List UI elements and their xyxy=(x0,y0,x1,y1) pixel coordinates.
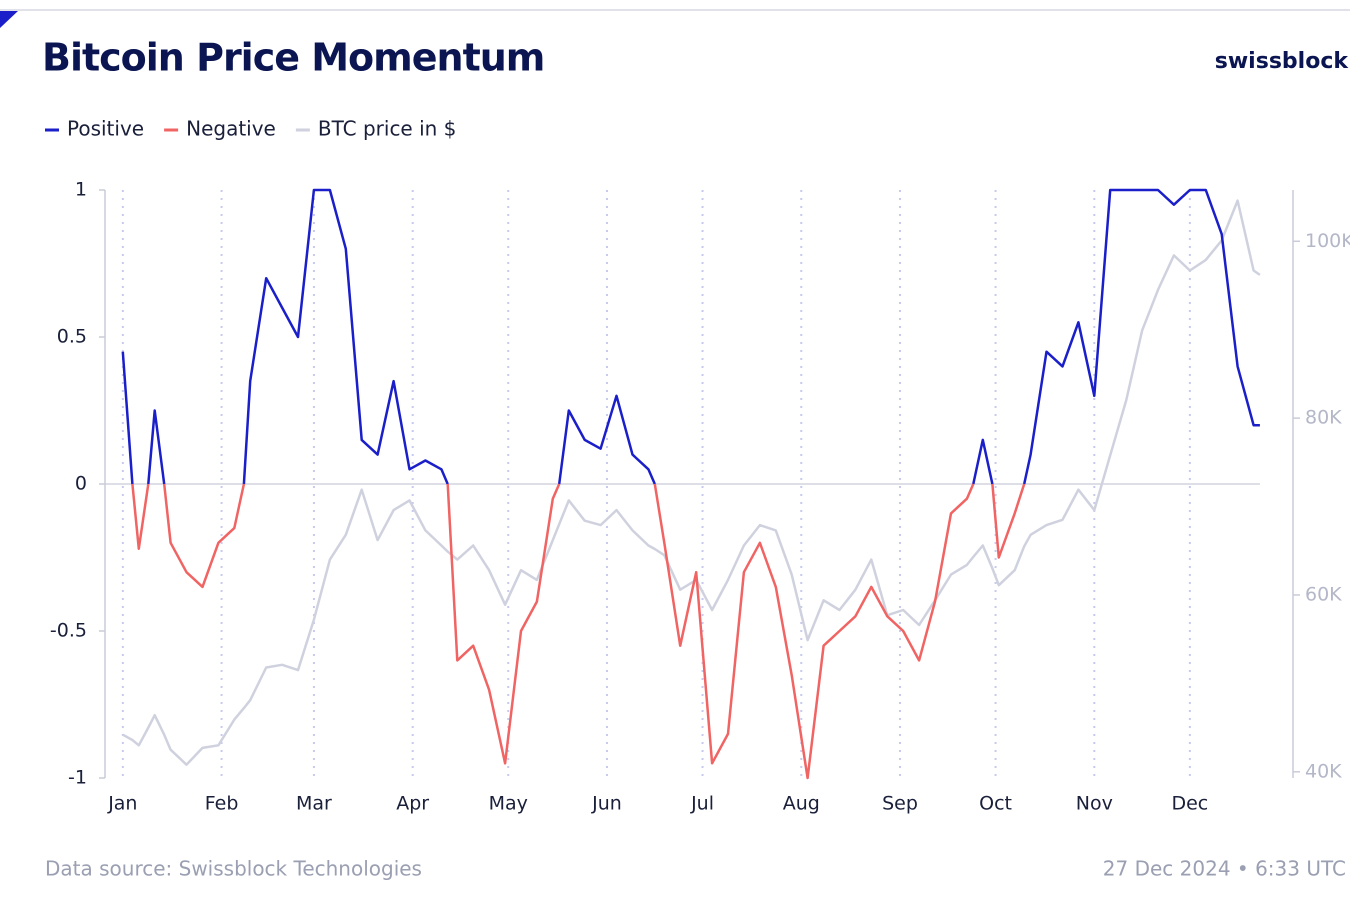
x-tick-label: Sep xyxy=(882,793,918,815)
chart-title: Bitcoin Price Momentum xyxy=(42,36,544,80)
x-tick-label: Dec xyxy=(1171,793,1208,815)
x-tick-label: Jan xyxy=(107,793,137,815)
y-tick-label: -1 xyxy=(68,767,87,789)
x-tick-label: Feb xyxy=(205,793,239,815)
y-tick-label: -0.5 xyxy=(50,620,87,642)
legend-label: Negative xyxy=(186,117,276,141)
y2-tick-label: 40K xyxy=(1305,760,1342,782)
series-line xyxy=(122,199,1261,766)
x-tick-label: Jun xyxy=(591,793,622,815)
x-tick-label: Jul xyxy=(690,793,714,815)
brand: swissblock xyxy=(1215,49,1350,74)
source: Data source: Swissblock Technologies xyxy=(45,857,422,881)
x-tick-label: Mar xyxy=(296,793,332,815)
series-line xyxy=(121,188,1260,485)
legend-label: Positive xyxy=(67,117,144,141)
y-tick-label: 0 xyxy=(75,473,87,495)
y2-tick-label: 60K xyxy=(1305,583,1342,605)
series-line xyxy=(131,483,1026,780)
legend-label: BTC price in $ xyxy=(318,117,457,141)
y2-tick-label: 100K xyxy=(1305,230,1350,252)
y-tick-label: 1 xyxy=(75,179,87,201)
x-tick-label: Nov xyxy=(1076,793,1113,815)
corner-mark xyxy=(0,11,18,28)
y2-tick-label: 80K xyxy=(1305,407,1342,429)
x-tick-label: Aug xyxy=(783,793,820,815)
timestamp: 27 Dec 2024 • 6:33 UTC xyxy=(1103,857,1346,881)
x-tick-label: May xyxy=(489,793,528,815)
x-tick-label: Apr xyxy=(396,793,429,815)
y-tick-label: 0.5 xyxy=(57,326,87,348)
x-tick-label: Oct xyxy=(979,793,1012,815)
